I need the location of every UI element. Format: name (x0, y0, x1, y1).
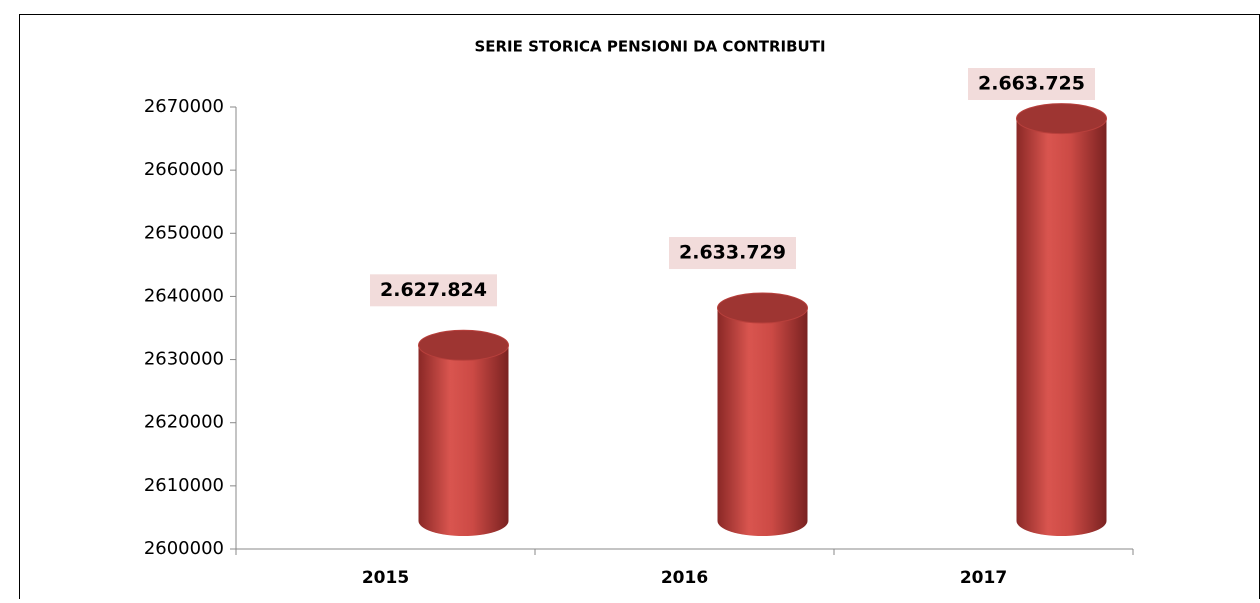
y-tick-label: 2660000 (144, 159, 224, 180)
bar-top (418, 329, 509, 361)
bar-body (1016, 118, 1107, 537)
data-label-group: 2.663.725 (968, 68, 1095, 100)
x-tick-label: 2016 (661, 568, 708, 588)
data-label-group: 2.627.824 (370, 274, 497, 307)
data-label-group: 2.633.729 (669, 237, 796, 270)
bar-body (717, 308, 808, 536)
y-tick-label: 2650000 (144, 222, 224, 243)
data-label: 2.633.729 (679, 242, 786, 264)
x-tick-label: 2017 (960, 568, 1007, 588)
chart-title: SERIE STORICA PENSIONI DA CONTRIBUTI (474, 38, 825, 56)
data-label-bg (968, 68, 1095, 100)
y-tick-label: 2620000 (144, 412, 224, 433)
y-tick-label: 2600000 (144, 538, 224, 559)
y-tick-label: 2610000 (144, 475, 224, 496)
data-label-bg (669, 237, 796, 270)
bar (418, 329, 509, 536)
bar-body (418, 345, 509, 536)
bar-top (717, 292, 808, 324)
bar-top (1016, 103, 1107, 135)
y-tick-label: 2670000 (144, 96, 224, 117)
x-tick-label: 2015 (362, 568, 409, 588)
y-tick-label: 2640000 (144, 285, 224, 306)
bar (717, 292, 808, 536)
data-label: 2.627.824 (380, 279, 487, 301)
data-label: 2.663.725 (978, 73, 1085, 95)
data-label-bg (370, 274, 497, 307)
y-tick-label: 2630000 (144, 349, 224, 370)
bar (1016, 103, 1107, 537)
